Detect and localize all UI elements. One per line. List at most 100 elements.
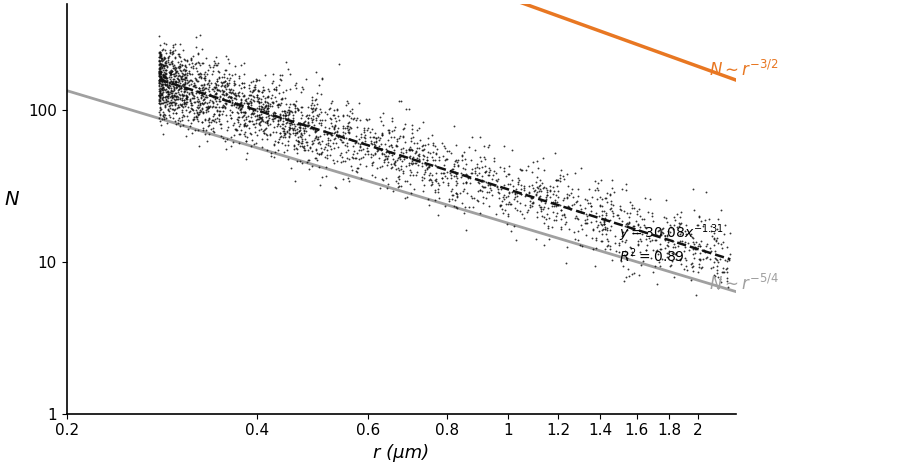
Point (155, 83, 170, 91)
Point (457, 209, 471, 217)
Point (479, 194, 493, 202)
Point (222, 76, 236, 83)
Point (475, 199, 489, 206)
Point (206, 93, 220, 101)
Point (216, 78, 231, 85)
Point (188, 113, 202, 121)
Point (259, 125, 273, 132)
Point (528, 186, 542, 193)
Point (260, 147, 275, 154)
Point (175, 108, 189, 116)
Point (627, 222, 641, 230)
Point (346, 105, 360, 113)
Point (160, 63, 174, 71)
Point (153, 64, 167, 71)
Point (194, 92, 208, 99)
Point (168, 117, 182, 124)
Point (266, 112, 280, 119)
Point (310, 135, 324, 143)
Point (308, 96, 322, 104)
Point (587, 263, 602, 270)
Point (173, 95, 188, 103)
Point (522, 183, 536, 190)
Point (224, 100, 239, 107)
Point (210, 67, 224, 75)
Point (459, 161, 473, 168)
Point (389, 165, 403, 172)
Point (403, 137, 418, 145)
Point (525, 199, 540, 206)
Point (238, 109, 252, 116)
Point (656, 225, 671, 232)
Point (615, 185, 629, 192)
Point (659, 214, 674, 221)
Point (487, 154, 501, 162)
Point (172, 69, 186, 76)
Point (359, 116, 374, 124)
Point (716, 268, 730, 276)
Point (292, 128, 306, 135)
Point (374, 150, 389, 157)
Point (152, 108, 166, 116)
Point (326, 140, 340, 147)
Point (169, 84, 183, 92)
Point (166, 110, 180, 117)
Point (715, 268, 729, 276)
Point (220, 55, 234, 63)
Point (633, 223, 647, 231)
Point (209, 80, 224, 88)
Point (307, 121, 321, 128)
Point (286, 125, 300, 133)
Point (184, 119, 198, 127)
Point (557, 194, 571, 202)
Point (365, 162, 380, 169)
Point (198, 84, 213, 91)
Point (164, 88, 179, 95)
Point (299, 111, 313, 119)
Point (305, 113, 320, 120)
Point (254, 126, 269, 133)
Point (339, 122, 354, 130)
Point (205, 70, 219, 78)
Point (158, 77, 172, 84)
Point (276, 117, 290, 125)
Point (428, 176, 443, 184)
Point (591, 186, 605, 194)
Point (167, 93, 181, 100)
Point (200, 104, 215, 112)
Point (196, 124, 210, 132)
Point (509, 192, 524, 199)
Point (304, 105, 319, 113)
Point (275, 108, 289, 115)
Point (646, 268, 660, 275)
Point (372, 137, 386, 144)
Point (152, 67, 166, 75)
Point (626, 222, 640, 229)
Point (340, 154, 355, 161)
Point (573, 201, 587, 208)
Point (350, 164, 365, 171)
Point (315, 148, 330, 156)
Point (299, 128, 313, 135)
Point (578, 219, 593, 226)
Point (253, 105, 268, 113)
Point (156, 72, 171, 79)
Point (323, 131, 338, 138)
Point (491, 175, 506, 183)
Point (353, 143, 367, 151)
Point (600, 235, 614, 242)
Point (379, 152, 393, 159)
Point (177, 89, 191, 96)
Point (155, 81, 170, 88)
Point (194, 74, 208, 81)
Point (208, 83, 223, 90)
Point (341, 129, 356, 137)
Point (154, 91, 169, 98)
Point (290, 107, 304, 114)
Point (234, 104, 249, 112)
Point (161, 90, 175, 98)
Point (164, 84, 179, 91)
Point (201, 79, 216, 87)
Point (497, 196, 512, 203)
Point (163, 48, 178, 56)
